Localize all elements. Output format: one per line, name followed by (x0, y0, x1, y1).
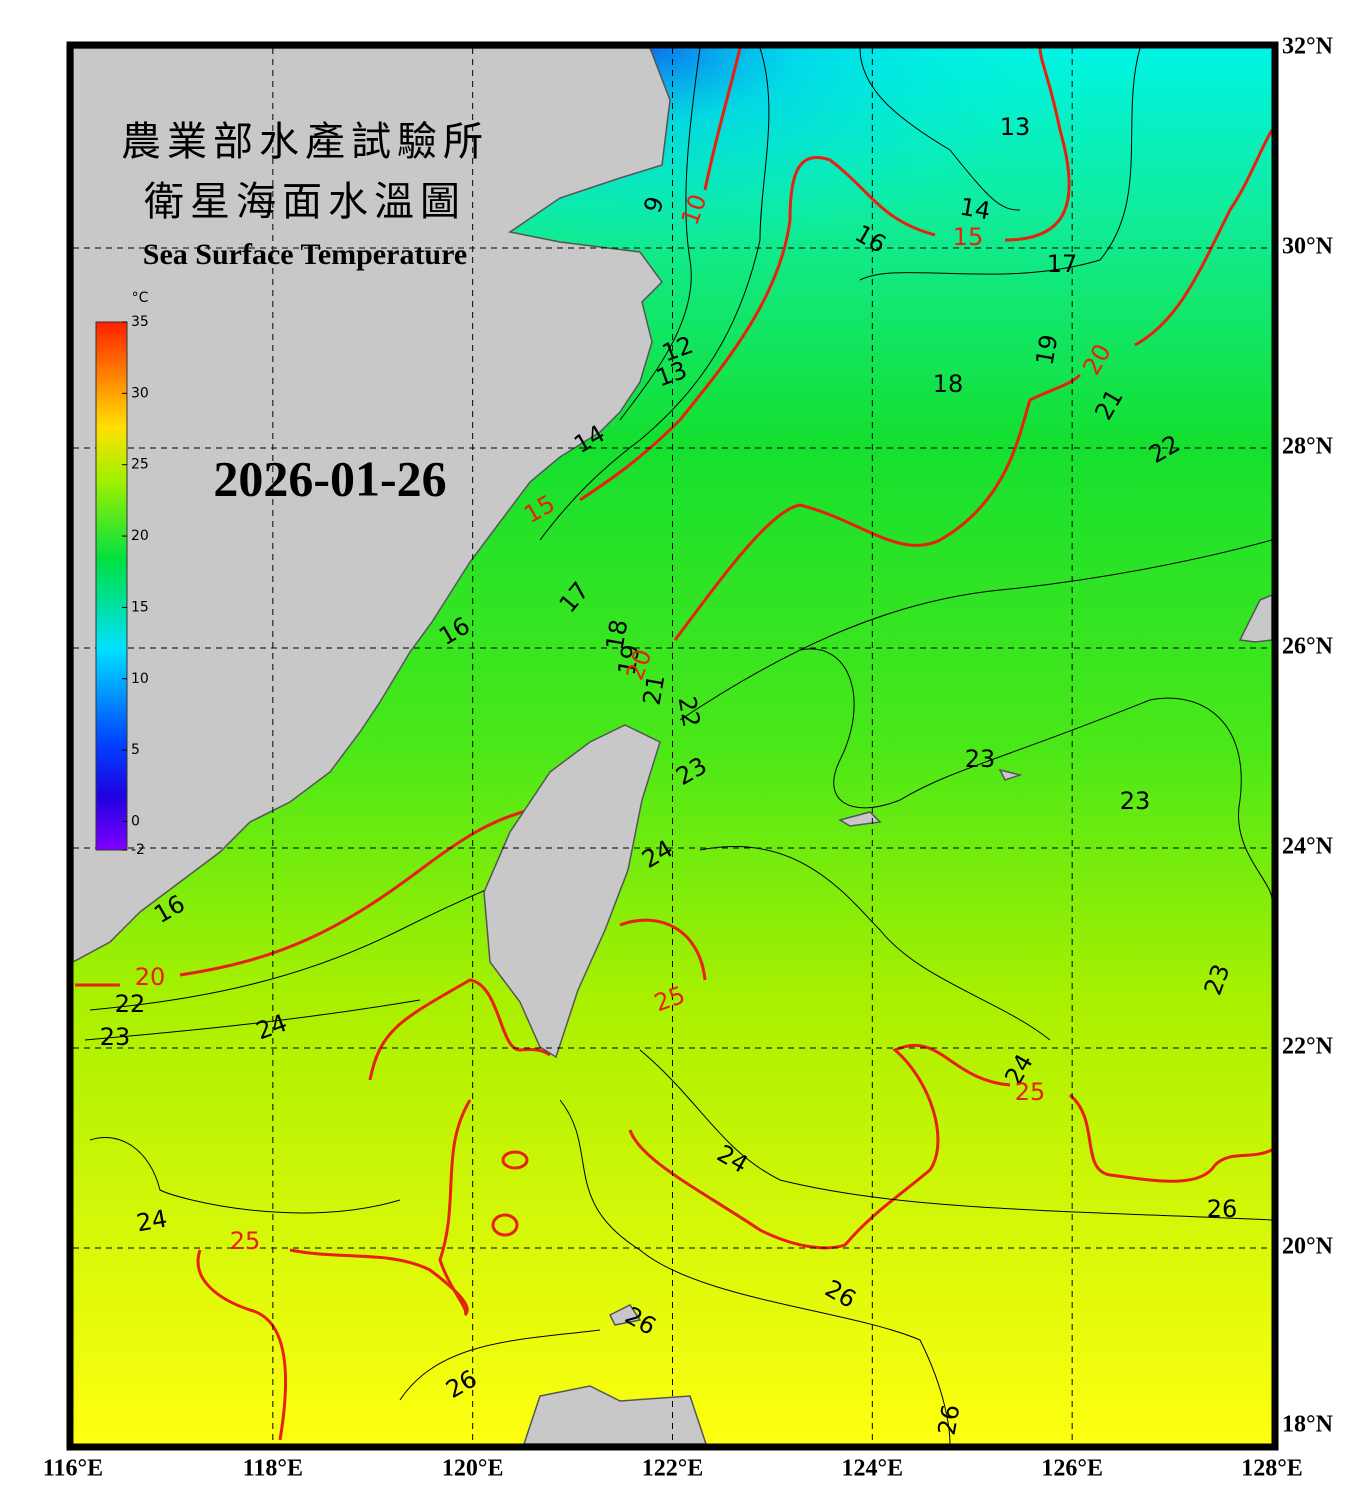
colorbar-tick-label: 20 (131, 528, 149, 544)
isolines (84, 48, 1272, 1444)
contour-label: 18 (933, 370, 964, 398)
contour-label: 22 (115, 990, 146, 1018)
contour-label: 21 (638, 672, 671, 707)
subtitle: Sea Surface Temperature (143, 238, 467, 271)
contour-label: 19 (613, 642, 646, 677)
colorbar-tick-label: 35 (131, 314, 149, 330)
lon-tick-label: 116°E (43, 1456, 103, 1482)
contour-label: 24 (134, 1205, 169, 1238)
lat-tick-label: 26°N (1282, 634, 1334, 660)
lon-tick-label: 118°E (243, 1456, 303, 1482)
colorbar-unit: °C (132, 290, 149, 306)
lat-tick-label: 18°N (1282, 1412, 1334, 1438)
contour-label: 13 (1000, 113, 1031, 141)
lat-tick-label: 20°N (1282, 1234, 1334, 1260)
contour-label: 26 (1207, 1195, 1238, 1223)
isotherms (75, 48, 1272, 1441)
grid (73, 48, 1272, 1444)
contour-label: 18 (601, 617, 634, 652)
contour-label: 20 (135, 963, 166, 991)
colorbar-tick-label: 0 (131, 813, 140, 829)
lon-tick-label: 126°E (1041, 1456, 1103, 1482)
lon-tick-label: 122°E (642, 1456, 704, 1482)
lat-tick-label: 22°N (1282, 1034, 1334, 1060)
lat-tick-label: 30°N (1282, 234, 1334, 260)
colorbar-tick-label: 25 (131, 457, 149, 473)
contour-label: 19 (1031, 332, 1064, 367)
colorbar-tick-label: -2 (131, 842, 145, 858)
contour-label: 26 (933, 1402, 966, 1437)
contour-label: 25 (230, 1227, 261, 1255)
contour-label: 17 (1047, 250, 1078, 278)
contour-label: 23 (1120, 787, 1151, 815)
land (73, 48, 1272, 1444)
map-frame (66, 41, 1279, 1451)
lon-tick-label: 128°E (1241, 1456, 1303, 1482)
contour-label: 25 (1015, 1078, 1046, 1106)
date: 2026-01-26 (213, 450, 446, 506)
colorbar-tick-label: 10 (131, 671, 149, 687)
contour-label: 15 (953, 223, 984, 251)
colorbar-tick-label: 5 (131, 742, 140, 758)
contour-label: 23 (965, 745, 996, 773)
colorbar-tick-label: 15 (131, 599, 149, 615)
colorbar-tick-label: 30 (131, 385, 149, 401)
colorbar (95, 321, 128, 851)
lat-tick-label: 28°N (1282, 434, 1334, 460)
lon-tick-label: 124°E (842, 1456, 904, 1482)
lat-tick-label: 24°N (1282, 834, 1334, 860)
lon-tick-label: 120°E (442, 1456, 504, 1482)
title-line: 農業部水產試驗所 (121, 119, 489, 165)
lat-tick-label: 32°N (1282, 34, 1334, 60)
contour-label: 14 (958, 193, 993, 226)
title-line: 衛星海面水溫圖 (144, 179, 466, 225)
contour-label: 22 (673, 694, 706, 729)
contour-label: 23 (100, 1023, 131, 1051)
